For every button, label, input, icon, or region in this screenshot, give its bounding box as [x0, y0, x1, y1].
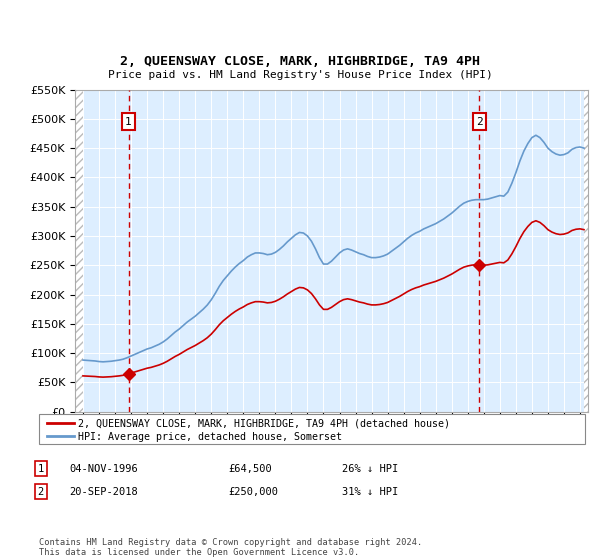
Text: HPI: Average price, detached house, Somerset: HPI: Average price, detached house, Some…	[79, 432, 343, 442]
Text: 1: 1	[38, 464, 44, 474]
Text: 1: 1	[125, 117, 132, 127]
Text: 2, QUEENSWAY CLOSE, MARK, HIGHBRIDGE, TA9 4PH (detached house): 2, QUEENSWAY CLOSE, MARK, HIGHBRIDGE, TA…	[79, 419, 451, 429]
Text: Price paid vs. HM Land Registry's House Price Index (HPI): Price paid vs. HM Land Registry's House …	[107, 69, 493, 80]
Text: 2: 2	[476, 117, 482, 127]
Text: 31% ↓ HPI: 31% ↓ HPI	[342, 487, 398, 497]
Text: £64,500: £64,500	[228, 464, 272, 474]
Bar	[584, 90, 588, 412]
Bar	[75, 90, 83, 412]
Text: 2, QUEENSWAY CLOSE, MARK, HIGHBRIDGE, TA9 4PH: 2, QUEENSWAY CLOSE, MARK, HIGHBRIDGE, TA…	[120, 55, 480, 68]
Text: 04-NOV-1996: 04-NOV-1996	[69, 464, 138, 474]
Text: 20-SEP-2018: 20-SEP-2018	[69, 487, 138, 497]
Text: Contains HM Land Registry data © Crown copyright and database right 2024.
This d: Contains HM Land Registry data © Crown c…	[39, 538, 422, 557]
Text: £250,000: £250,000	[228, 487, 278, 497]
Text: 2: 2	[38, 487, 44, 497]
FancyBboxPatch shape	[39, 414, 585, 444]
Text: 26% ↓ HPI: 26% ↓ HPI	[342, 464, 398, 474]
